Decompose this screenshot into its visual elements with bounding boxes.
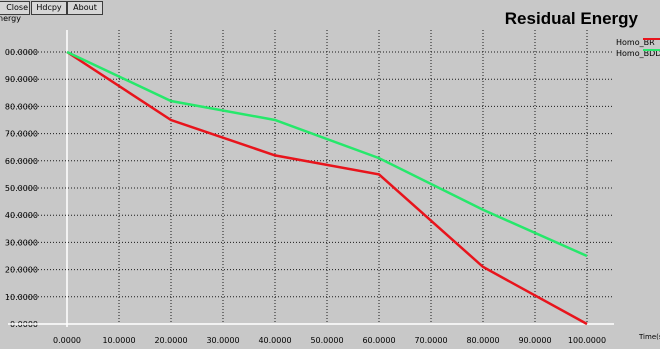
- close-button[interactable]: Close: [0, 1, 30, 15]
- x-axis-label: Time(s: [639, 333, 660, 341]
- y-tick-label: 00.0000: [5, 48, 38, 57]
- y-tick-label: 90.0000: [5, 75, 38, 84]
- legend-swatch-homo-br: [643, 38, 660, 40]
- legend: [614, 30, 660, 330]
- about-button[interactable]: About: [67, 1, 103, 15]
- y-tick-label: 30.0000: [5, 238, 38, 247]
- legend-label-homo-bdd: Homo_BDD: [616, 49, 660, 58]
- legend-label-homo-br: Homo_BR: [616, 38, 655, 47]
- y-tick-label: 50.0000: [5, 184, 38, 193]
- x-tick-label: 70.0000: [414, 336, 447, 345]
- x-tick-label: 80.0000: [466, 336, 499, 345]
- series-line-homo-br: [66, 50, 588, 326]
- hardcopy-button[interactable]: Hdcpy: [31, 1, 67, 15]
- chart-title: Residual Energy: [504, 9, 638, 28]
- x-tick-label: 0.0000: [53, 336, 81, 345]
- x-tick-label: 100.0000: [568, 336, 606, 345]
- y-tick-label: 70.0000: [5, 130, 38, 139]
- x-tick-label: 20.0000: [154, 336, 187, 345]
- legend-swatch-homo-bdd: [643, 49, 660, 51]
- y-tick-label: 60.0000: [5, 157, 38, 166]
- y-tick-label: 80.0000: [5, 102, 38, 111]
- x-tick-label: 90.0000: [518, 336, 551, 345]
- x-tick-label: 10.0000: [102, 336, 135, 345]
- y-tick-label: 20.0000: [5, 266, 38, 275]
- y-axis-label: nergy: [0, 14, 21, 23]
- y-tick-label: 10.0000: [5, 293, 38, 302]
- x-tick-label: 60.0000: [362, 336, 395, 345]
- x-tick-label: 50.0000: [310, 336, 343, 345]
- y-tick-label: 40.0000: [5, 211, 38, 220]
- series-line-homo-bdd: [66, 50, 588, 258]
- x-tick-label: 30.0000: [206, 336, 239, 345]
- toolbar: Close Hdcpy About: [0, 0, 660, 22]
- x-tick-label: 40.0000: [258, 336, 291, 345]
